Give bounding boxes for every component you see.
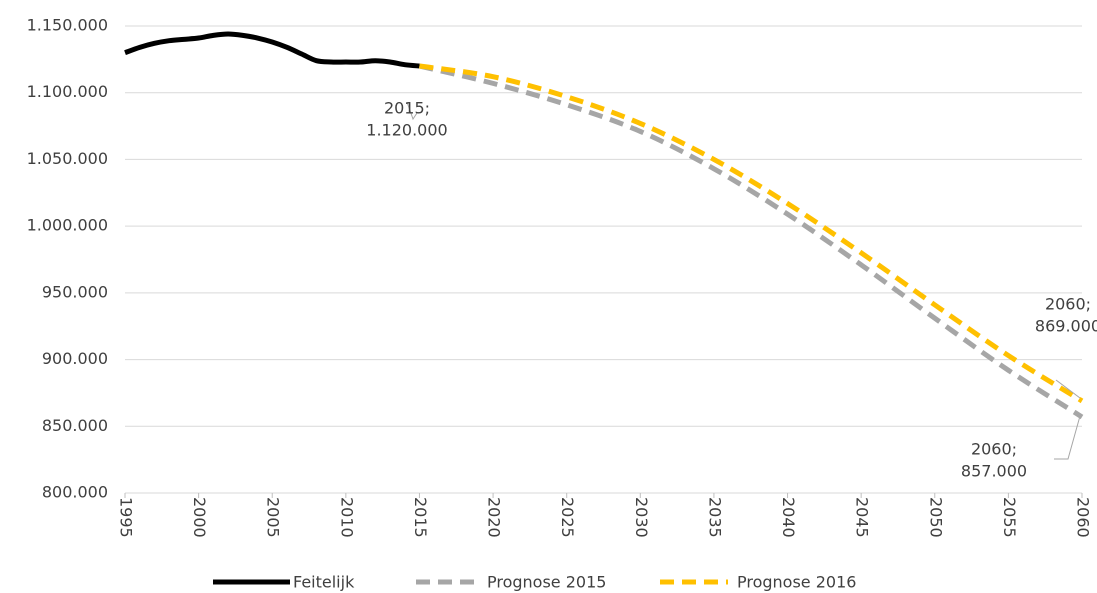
x-tick-label: 2040 (779, 497, 798, 538)
legend-label: Feitelijk (293, 573, 355, 592)
annotation-leader (406, 101, 418, 121)
x-tick-label: 2035 (705, 497, 724, 538)
x-tick-label: 2060 (1074, 497, 1093, 538)
x-tick-label: 2055 (1000, 497, 1019, 538)
annotation-leader (1055, 379, 1081, 399)
annotation: 2015; (384, 99, 430, 118)
y-tick-label: 1.050.000 (27, 149, 108, 168)
y-tick-label: 1.000.000 (27, 216, 108, 235)
x-tick-label: 2015 (411, 497, 430, 538)
x-tick-label: 2020 (485, 497, 504, 538)
x-tick-label: 2030 (632, 497, 651, 538)
x-tick-label: 1995 (117, 497, 136, 538)
x-tick-label: 2010 (337, 497, 356, 538)
series-line (419, 63, 1084, 404)
y-tick-label: 850.000 (42, 416, 108, 435)
x-tick-label: 2045 (853, 497, 872, 538)
annotation: 2060; (1045, 295, 1091, 314)
legend-label: Prognose 2015 (487, 573, 606, 592)
x-tick-label: 2025 (558, 497, 577, 538)
y-tick-label: 1.100.000 (27, 82, 108, 101)
y-tick-label: 800.000 (42, 483, 108, 502)
y-tick-label: 950.000 (42, 282, 108, 301)
x-tick-label: 2000 (190, 497, 209, 538)
y-tick-label: 900.000 (42, 349, 108, 368)
y-tick-label: 1.150.000 (27, 16, 108, 35)
annotation: 2060; (971, 440, 1017, 459)
annotation: 869.000 (1035, 317, 1097, 336)
series-line (124, 31, 420, 69)
x-tick-label: 2050 (926, 497, 945, 538)
annotation: 857.000 (961, 462, 1027, 481)
annotation-leader (1054, 415, 1081, 460)
x-tick-label: 2005 (264, 497, 283, 538)
annotation: 1.120.000 (366, 121, 447, 140)
legend-label: Prognose 2016 (737, 573, 856, 592)
series-line (418, 63, 1084, 420)
